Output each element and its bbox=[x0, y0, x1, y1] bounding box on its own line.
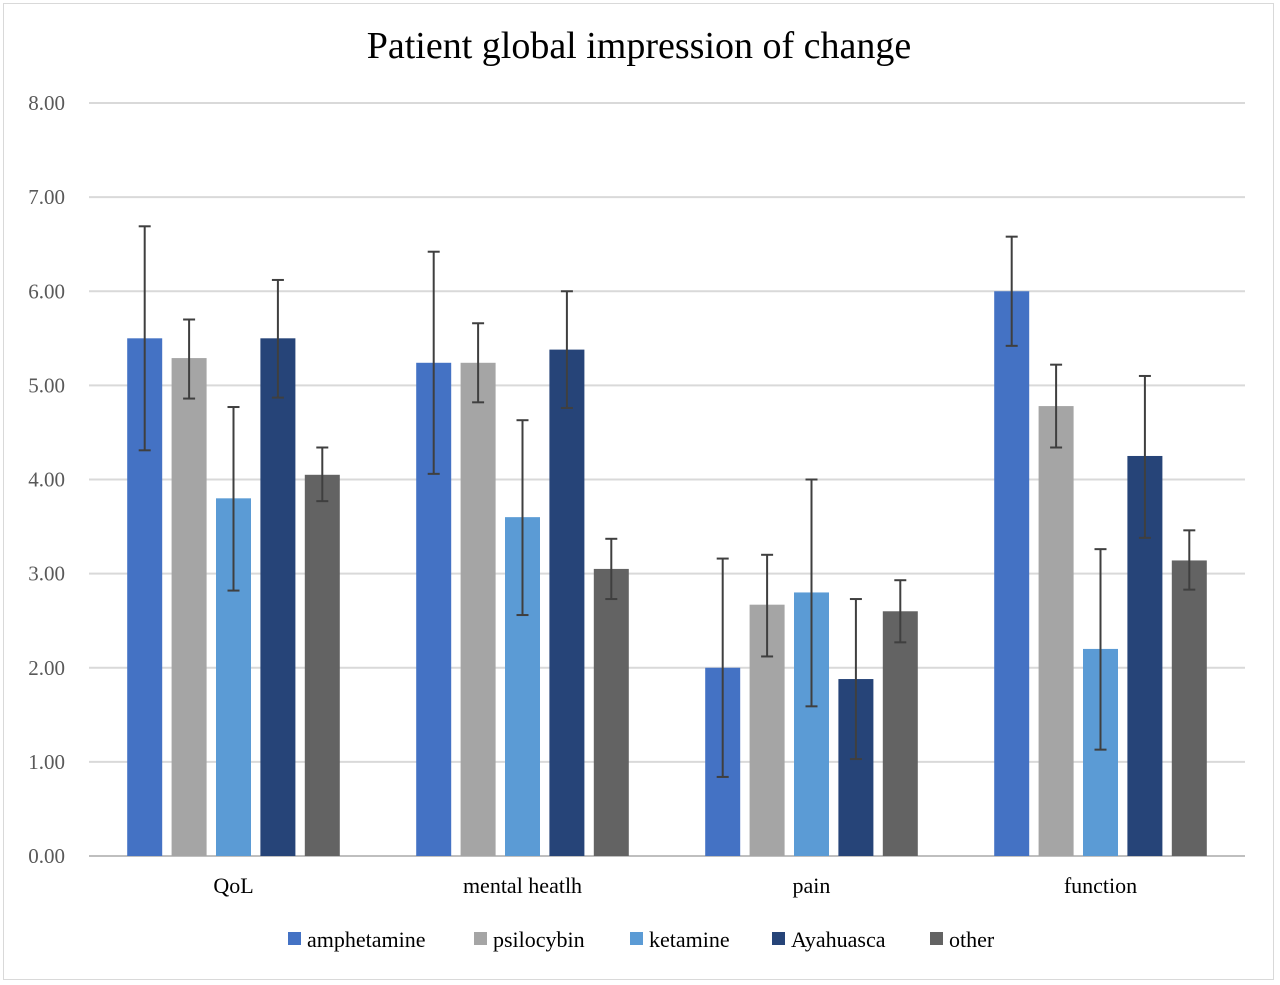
legend-swatch bbox=[930, 932, 943, 945]
bar bbox=[1171, 560, 1207, 856]
chart-title: Patient global impression of change bbox=[367, 25, 912, 67]
legend-swatch bbox=[474, 932, 487, 945]
y-tick-label: 7.00 bbox=[28, 185, 65, 209]
bar bbox=[994, 291, 1030, 856]
legend-swatch bbox=[288, 932, 301, 945]
bar bbox=[460, 362, 496, 856]
y-tick-label: 5.00 bbox=[28, 373, 65, 397]
bar bbox=[171, 358, 207, 856]
x-category-label: QoL bbox=[213, 873, 253, 898]
y-tick-label: 8.00 bbox=[28, 91, 65, 115]
y-axis-labels: 0.00 1.00 2.00 3.00 4.00 5.00 6.00 7.00 8.00 bbox=[28, 91, 65, 868]
legend-swatch bbox=[772, 932, 785, 945]
bar bbox=[1038, 406, 1074, 856]
legend-label: amphetamine bbox=[307, 927, 426, 952]
y-tick-label: 4.00 bbox=[28, 468, 65, 492]
legend-label: ketamine bbox=[649, 927, 730, 952]
y-tick-label: 1.00 bbox=[28, 750, 65, 774]
legend: amphetamine psilocybin ketamine Ayahuasca ot… bbox=[288, 927, 995, 952]
legend-label: Ayahuasca bbox=[791, 927, 886, 952]
legend-swatch bbox=[630, 932, 643, 945]
legend-label: psilocybin bbox=[493, 927, 585, 952]
bar bbox=[260, 338, 296, 856]
x-axis-labels: QoL mental heatlh pain function bbox=[213, 873, 1137, 898]
bar bbox=[593, 568, 629, 856]
bar bbox=[882, 611, 918, 856]
y-tick-label: 0.00 bbox=[28, 844, 65, 868]
error-bars bbox=[138, 225, 1196, 778]
y-tick-label: 6.00 bbox=[28, 279, 65, 303]
bar bbox=[549, 349, 585, 856]
bar bbox=[304, 474, 340, 856]
x-category-label: mental heatlh bbox=[463, 873, 582, 898]
y-tick-label: 2.00 bbox=[28, 656, 65, 680]
y-tick-label: 3.00 bbox=[28, 562, 65, 586]
x-category-label: pain bbox=[793, 873, 831, 898]
legend-label: other bbox=[949, 927, 995, 952]
x-category-label: function bbox=[1064, 873, 1137, 898]
bars bbox=[127, 291, 1207, 856]
